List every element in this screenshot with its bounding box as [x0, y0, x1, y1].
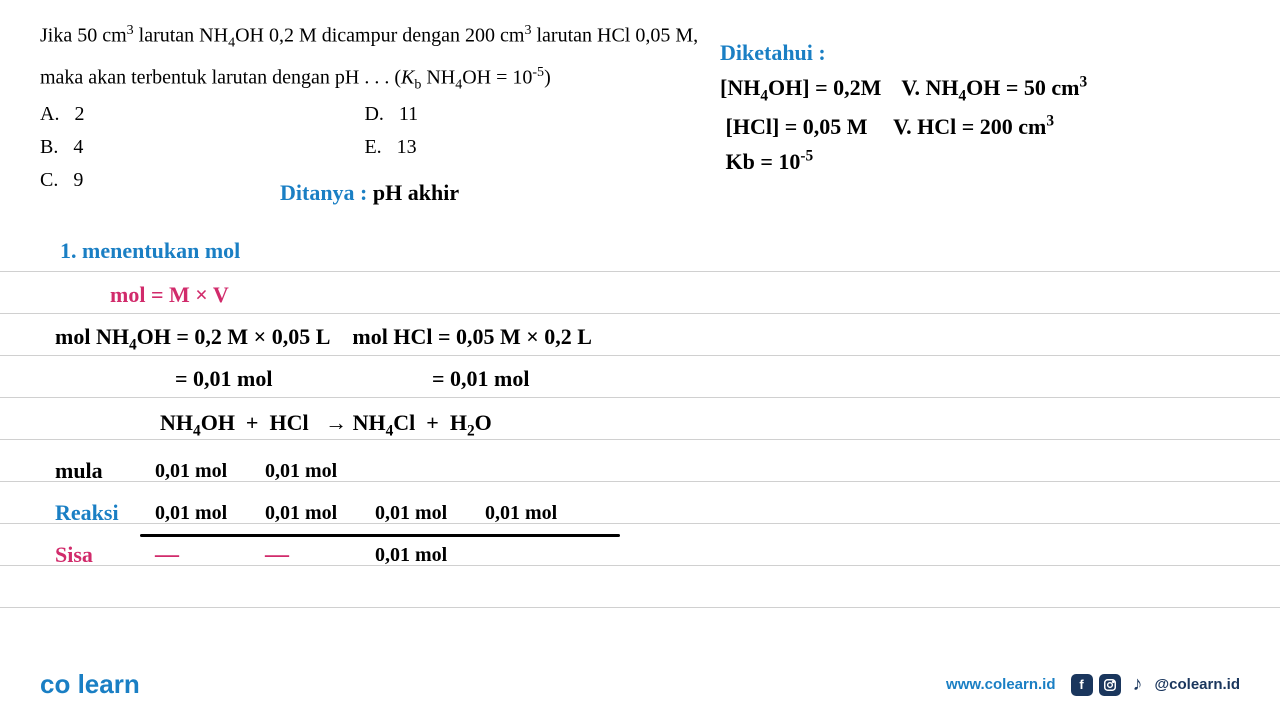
reaksi-3: 0,01 mol — [375, 502, 485, 525]
footer: co learn www.colearn.id f ♪ @colearn.id — [0, 669, 1280, 700]
reaksi-4: 0,01 mol — [485, 502, 595, 525]
calc-hcl: mol HCl = 0,05 M × 0,2 L — [352, 324, 592, 349]
sisa-3: 0,01 mol — [375, 544, 485, 567]
facebook-icon: f — [1071, 674, 1093, 696]
calc-row1: mol NH4OH = 0,2 M × 0,05 L mol HCl = 0,0… — [55, 324, 592, 354]
known-values: [NH4OH] = 0,2M V. NH4OH = 50 cm3 [HCl] =… — [720, 70, 1087, 179]
mula-label: mula — [55, 458, 155, 484]
ditanya: Ditanya : pH akhir — [280, 180, 459, 206]
tiktok-icon: ♪ — [1127, 674, 1149, 696]
hcl-conc: [HCl] = 0,05 M — [720, 109, 868, 144]
reaction-equation: NH4OH + HCl → NH4Cl + H2O — [160, 410, 492, 440]
sisa-label: Sisa — [55, 542, 155, 568]
result-hcl: = 0,01 mol — [432, 366, 529, 391]
option-d: D. 11 — [364, 103, 418, 126]
calc-nh4oh: mol NH4OH = 0,2 M × 0,05 L — [55, 324, 330, 349]
reaction-table: mula 0,01 mol 0,01 mol Reaksi 0,01 mol 0… — [55, 450, 595, 576]
result-nh4oh: = 0,01 mol — [175, 366, 272, 391]
reaksi-label: Reaksi — [55, 500, 155, 526]
option-b: B. 4 — [40, 136, 84, 159]
option-c: C. 9 — [40, 169, 84, 192]
logo: co learn — [40, 669, 140, 700]
social-handle: @colearn.id — [1155, 676, 1240, 693]
option-a: A. 2 — [40, 103, 84, 126]
reaksi-2: 0,01 mol — [265, 502, 375, 525]
nh4oh-vol: V. NH4OH = 50 cm3 — [901, 70, 1087, 109]
mula-1: 0,01 mol — [155, 460, 265, 483]
reaction-underline — [140, 534, 620, 537]
option-e: E. 13 — [364, 136, 418, 159]
sisa-2: — — [265, 542, 375, 569]
reaksi-1: 0,01 mol — [155, 502, 265, 525]
instagram-icon — [1099, 674, 1121, 696]
hcl-vol: V. HCl = 200 cm3 — [888, 109, 1055, 144]
question-line1: Jika 50 cm3 larutan NH4OH 0,2 M dicampur… — [40, 20, 1240, 54]
formula: mol = M × V — [110, 282, 229, 308]
nh4oh-conc: [NH4OH] = 0,2M — [720, 70, 881, 109]
website-url: www.colearn.id — [946, 676, 1055, 693]
diketahui-label: Diketahui : — [720, 40, 826, 66]
step1-title: 1. menentukan mol — [60, 238, 240, 264]
sisa-1: — — [155, 542, 265, 569]
mula-2: 0,01 mol — [265, 460, 375, 483]
calc-row2: = 0,01 mol = 0,01 mol — [175, 366, 529, 392]
kb-value: Kb = 10-5 — [720, 144, 1087, 179]
